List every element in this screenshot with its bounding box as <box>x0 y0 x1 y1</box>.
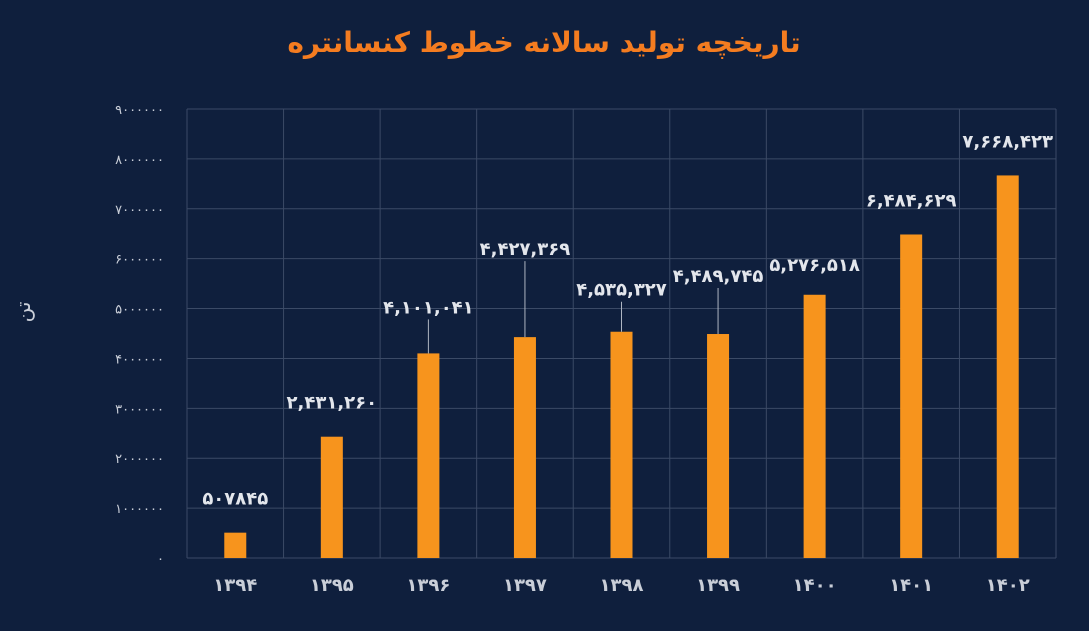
y-axis-label: تن <box>11 302 35 323</box>
bar <box>803 294 826 558</box>
x-tick-label: ۱۳۹۵ <box>310 575 354 596</box>
x-axis-ticks: ۱۳۹۴ ۱۳۹۵ ۱۳۹۶ ۱۳۹۷ ۱۳۹۸ ۱۳۹۹ ۱۴۰۰ ۱۴۰۱ ۱۴۰۲ <box>213 575 1029 596</box>
data-label: ۶,۴۸۴,۶۲۹ <box>866 190 957 211</box>
data-label: ۵,۲۷۶,۵۱۸ <box>769 255 860 276</box>
data-label: ۴,۴۲۷,۳۶۹ <box>480 239 571 260</box>
y-tick-label: ۵۰۰۰۰۰۰ <box>115 303 164 318</box>
data-label: ۵۰۷۸۴۵ <box>202 489 268 510</box>
y-tick-label: ۶۰۰۰۰۰۰ <box>115 253 164 268</box>
bar <box>320 436 343 558</box>
y-axis-ticks: ۰ ۱۰۰۰۰۰۰ ۲۰۰۰۰۰۰ ۳۰۰۰۰۰۰ ۴۰۰۰۰۰۰ ۵۰۰۰۰۰۰ ۶۰۰۰… <box>115 103 164 567</box>
y-tick-label: ۳۰۰۰۰۰۰ <box>115 402 164 417</box>
bars <box>224 175 1019 558</box>
x-tick-label: ۱۳۹۶ <box>406 575 450 596</box>
bar <box>996 175 1019 558</box>
bar <box>707 334 730 558</box>
y-tick-label: ۰ <box>157 552 164 567</box>
data-label: ۴,۴۸۹,۷۴۵ <box>673 266 764 287</box>
x-tick-label: ۱۴۰۲ <box>986 575 1030 596</box>
chart-title: تاریخچه تولید سالانه خطوط کنسانتره <box>287 26 800 59</box>
y-tick-label: ۷۰۰۰۰۰۰ <box>115 203 164 218</box>
x-tick-label: ۱۳۹۹ <box>696 575 740 596</box>
bar <box>610 331 633 558</box>
x-tick-label: ۱۳۹۸ <box>600 575 644 596</box>
data-label: ۷,۶۶۸,۴۲۳ <box>962 131 1053 152</box>
y-tick-label: ۱۰۰۰۰۰۰ <box>115 502 164 517</box>
x-tick-label: ۱۴۰۱ <box>889 575 933 596</box>
y-tick-label: ۸۰۰۰۰۰۰ <box>115 153 164 168</box>
bar <box>900 234 923 558</box>
y-tick-label: ۲۰۰۰۰۰۰ <box>115 452 164 467</box>
y-tick-label: ۹۰۰۰۰۰۰ <box>115 103 164 118</box>
data-label: ۴,۵۳۵,۳۲۷ <box>576 280 667 301</box>
bar <box>224 532 247 558</box>
data-label: ۴,۱۰۱,۰۴۱ <box>383 297 474 318</box>
x-tick-label: ۱۴۰۰ <box>793 575 837 596</box>
x-tick-label: ۱۳۹۴ <box>213 575 257 596</box>
data-labels: ۵۰۷۸۴۵ ۲,۴۳۱,۲۶۰ ۴,۱۰۱,۰۴۱ ۴,۴۲۷,۳۶۹۴,۵۳۵,۳… <box>202 131 1053 509</box>
x-tick-label: ۱۳۹۷ <box>503 575 547 596</box>
y-tick-label: ۴۰۰۰۰۰۰ <box>115 352 164 367</box>
bar <box>513 337 536 558</box>
data-label: ۲,۴۳۱,۲۶۰ <box>287 393 378 414</box>
bar <box>417 353 440 558</box>
